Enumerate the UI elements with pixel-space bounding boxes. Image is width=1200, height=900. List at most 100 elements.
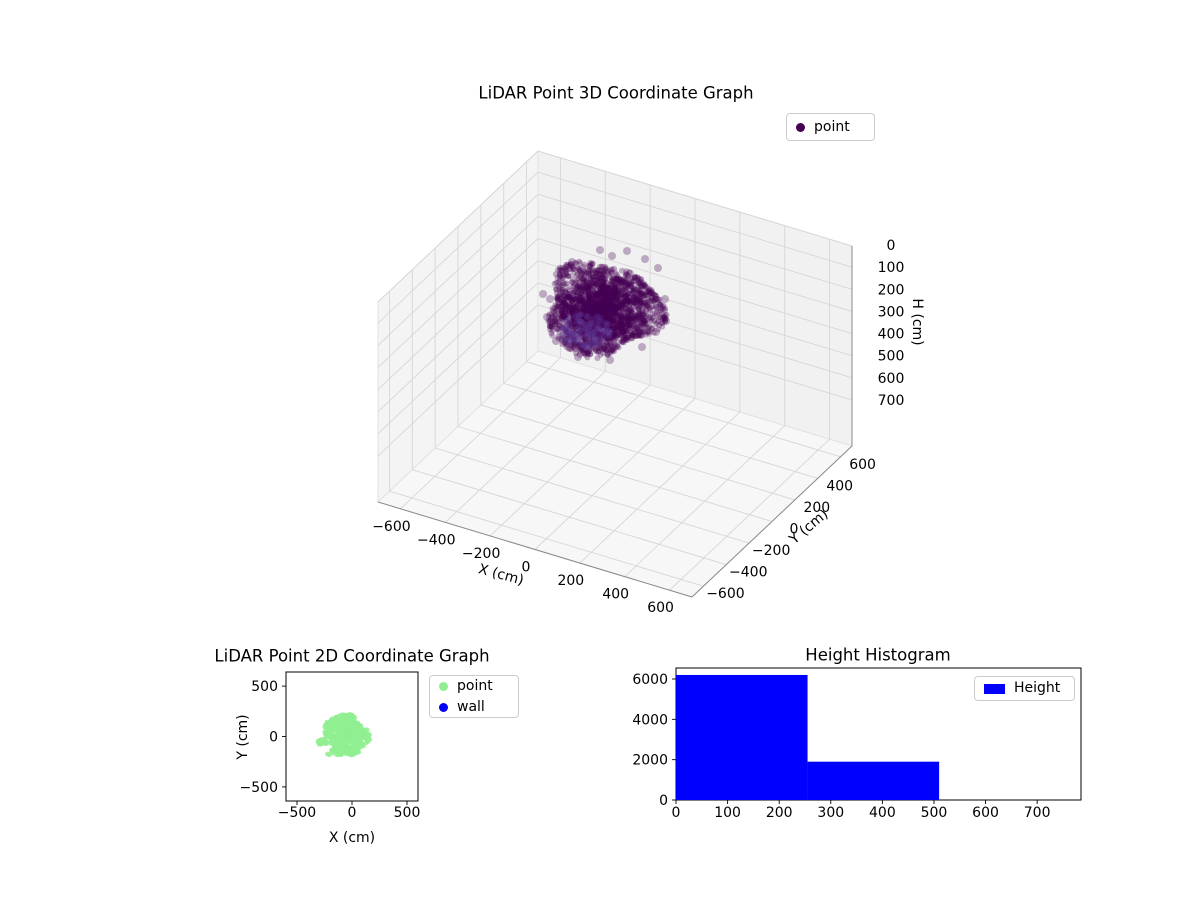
lidar-point (631, 318, 638, 325)
lidar-point (623, 270, 630, 277)
lidar-point (602, 317, 609, 324)
lidar-point (581, 339, 588, 346)
lidar-point (570, 314, 577, 321)
lidar-point-outlier (539, 290, 547, 298)
lidar-point (562, 270, 569, 277)
lidar-point (607, 350, 614, 357)
lidar-point (617, 311, 624, 318)
lidar-point (585, 308, 592, 315)
lidar-point (614, 312, 621, 319)
lidar-point (607, 290, 614, 297)
lidar-point (605, 336, 612, 343)
lidar-point (575, 292, 582, 299)
tick-label: 0 (269, 730, 278, 746)
lidar-point-2d (358, 735, 364, 741)
lidar-point (623, 319, 630, 326)
lidar-point (640, 322, 647, 329)
lidar-point (614, 273, 621, 280)
lidar-point (597, 317, 604, 324)
lidar-point (624, 292, 631, 299)
lidar-point (632, 313, 639, 320)
lidar-point (646, 314, 653, 321)
lidar-point (603, 299, 610, 306)
lidar-point (566, 333, 573, 340)
lidar-point (582, 309, 589, 316)
lidar-point (576, 286, 583, 293)
lidar-point (595, 324, 602, 331)
lidar-point (608, 326, 615, 333)
grid-line (389, 490, 704, 587)
lidar-point (641, 300, 648, 307)
lidar-point (587, 284, 594, 291)
lidar-point (587, 259, 594, 266)
lidar-point (574, 285, 581, 292)
lidar-point (596, 308, 603, 315)
lidar-point (588, 300, 595, 307)
tick-label: 0 (522, 560, 531, 576)
lidar-point (556, 264, 563, 271)
lidar-point (593, 307, 600, 314)
lidar-point (597, 306, 604, 313)
lidar-point (631, 274, 638, 281)
lidar-point (613, 324, 620, 331)
lidar-point (613, 312, 620, 319)
lidar-point (619, 307, 626, 314)
lidar-point (609, 297, 616, 304)
lidar-point (568, 332, 575, 339)
lidar-point (546, 322, 553, 329)
lidar-point-outlier (652, 328, 660, 336)
lidar-point (616, 302, 623, 309)
lidar-point (602, 265, 609, 272)
lidar-point (575, 284, 582, 291)
lidar-point (604, 342, 611, 349)
lidar-point (608, 328, 615, 335)
lidar-point (655, 326, 662, 333)
lidar-point (565, 308, 572, 315)
lidar-point (618, 327, 625, 334)
tick-label: 700 (878, 393, 905, 409)
lidar-point-outlier (638, 343, 646, 351)
lidar-point (617, 304, 624, 311)
lidar-point (597, 308, 604, 315)
lidar-point (649, 290, 656, 297)
lidar-point (605, 346, 612, 353)
lidar-point-2d (340, 747, 345, 752)
lidar-point (636, 331, 643, 338)
lidar-point (585, 298, 592, 305)
tick-label: 2000 (632, 753, 668, 769)
lidar-point (634, 324, 641, 331)
lidar-point (576, 258, 583, 265)
lidar-point (617, 317, 624, 324)
lidar-point (622, 282, 629, 289)
lidar-point (592, 268, 599, 275)
lidar-point (580, 267, 587, 274)
lidar-point (636, 310, 643, 317)
lidar-point (570, 289, 577, 296)
lidar-point (581, 350, 588, 357)
lidar-point (579, 284, 586, 291)
lidar-point (580, 298, 587, 305)
lidar-point (622, 309, 629, 316)
tick-label: 200 (557, 573, 584, 589)
lidar-point (558, 335, 565, 342)
lidar-point (625, 334, 632, 341)
lidar-point (589, 325, 596, 332)
lidar-point (579, 328, 586, 335)
lidar-point (561, 336, 568, 343)
lidar-point (630, 293, 637, 300)
lidar-point (611, 287, 618, 294)
lidar-point (592, 306, 599, 313)
lidar-point (608, 269, 615, 276)
lidar-point (608, 346, 615, 353)
lidar-point (575, 309, 582, 316)
lidar-point (578, 270, 585, 277)
lidar-point (652, 292, 659, 299)
lidar-point (640, 293, 647, 300)
lidar-point-2d (315, 739, 321, 745)
lidar-point (639, 316, 646, 323)
lidar-point (573, 284, 580, 291)
lidar-point (622, 287, 629, 294)
lidar-point (580, 349, 587, 356)
lidar-point (618, 325, 625, 332)
lidar-point (546, 319, 553, 326)
